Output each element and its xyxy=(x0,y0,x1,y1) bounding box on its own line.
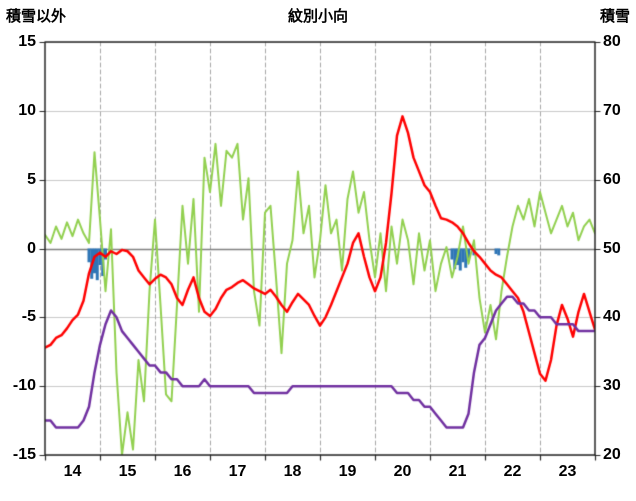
y-right-tick-label: 60 xyxy=(603,170,621,188)
chart-title: 紋別小向 xyxy=(287,8,348,25)
y-right-tick-label: 50 xyxy=(603,239,621,257)
y-left-tick-label: -5 xyxy=(21,308,36,326)
y-left-tick-label: 5 xyxy=(27,170,36,188)
x-tick-label: 20 xyxy=(393,463,412,480)
x-tick-label: 21 xyxy=(448,463,467,480)
right-axis-title: 積雪 xyxy=(599,8,630,25)
y-left-tick-label: 10 xyxy=(18,101,36,119)
y-right-tick-label: 80 xyxy=(603,33,621,50)
x-tick-label: 23 xyxy=(558,463,577,480)
x-tick-label: 14 xyxy=(63,463,82,480)
x-tick-label: 17 xyxy=(228,463,247,480)
y-left-tick-label: 0 xyxy=(27,239,36,257)
y-right-tick-label: 20 xyxy=(603,446,621,463)
x-tick-label: 18 xyxy=(283,463,302,480)
y-left-tick-label: -15 xyxy=(12,446,36,463)
left-axis-title: 積雪以外 xyxy=(6,8,67,25)
x-tick-label: 16 xyxy=(173,463,192,480)
y-right-tick-label: 40 xyxy=(603,308,621,326)
y-right-tick-label: 30 xyxy=(603,377,621,395)
y-left-tick-label: 15 xyxy=(18,33,36,50)
x-tick-label: 15 xyxy=(118,463,137,480)
x-tick-label: 22 xyxy=(503,463,522,480)
y-left-tick-label: -10 xyxy=(12,377,36,395)
x-tick-label: 19 xyxy=(338,463,357,480)
y-right-tick-label: 70 xyxy=(603,101,621,119)
